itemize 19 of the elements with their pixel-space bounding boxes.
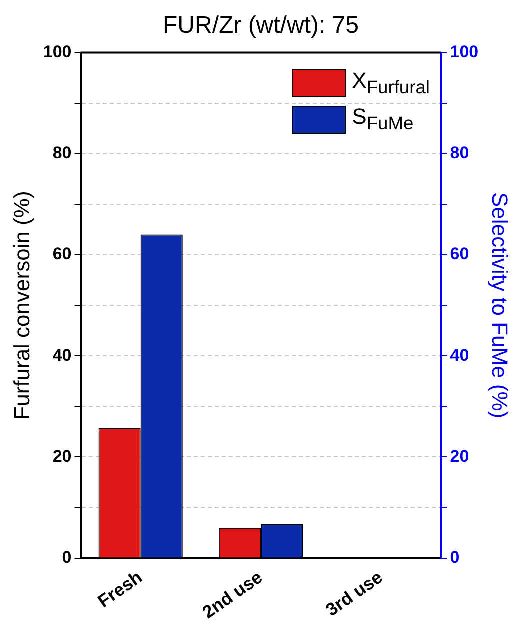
y2-axis-title: Selectivity to FuMe (%) (488, 192, 513, 419)
y-tick-label: 80 (52, 144, 72, 163)
chart-title: FUR/Zr (wt/wt): 75 (163, 12, 359, 40)
y2-tick-label: 20 (450, 446, 470, 466)
y-axis-title: Furfural conversoin (%) (9, 191, 34, 420)
y2-tick-label: 100 (450, 42, 479, 62)
y2-tick-label: 0 (450, 548, 460, 567)
y2-tick-label: 60 (450, 244, 470, 264)
y-tick-label: 40 (52, 346, 72, 365)
x-tick-label: 2nd use (198, 567, 266, 623)
y-tick-label: 20 (52, 446, 72, 466)
x-tick-label: 3rd use (322, 567, 386, 620)
y2-tick-label: 40 (450, 346, 470, 365)
y-tick-label: 0 (62, 548, 72, 567)
y-tick-label: 60 (52, 244, 72, 264)
y-tick-label: 100 (43, 42, 72, 62)
legend-label: X$_{Furfural}$ (352, 68, 430, 98)
legend-label: S$_{FuMe}$ (352, 104, 414, 135)
y2-tick-label: 80 (450, 144, 470, 163)
